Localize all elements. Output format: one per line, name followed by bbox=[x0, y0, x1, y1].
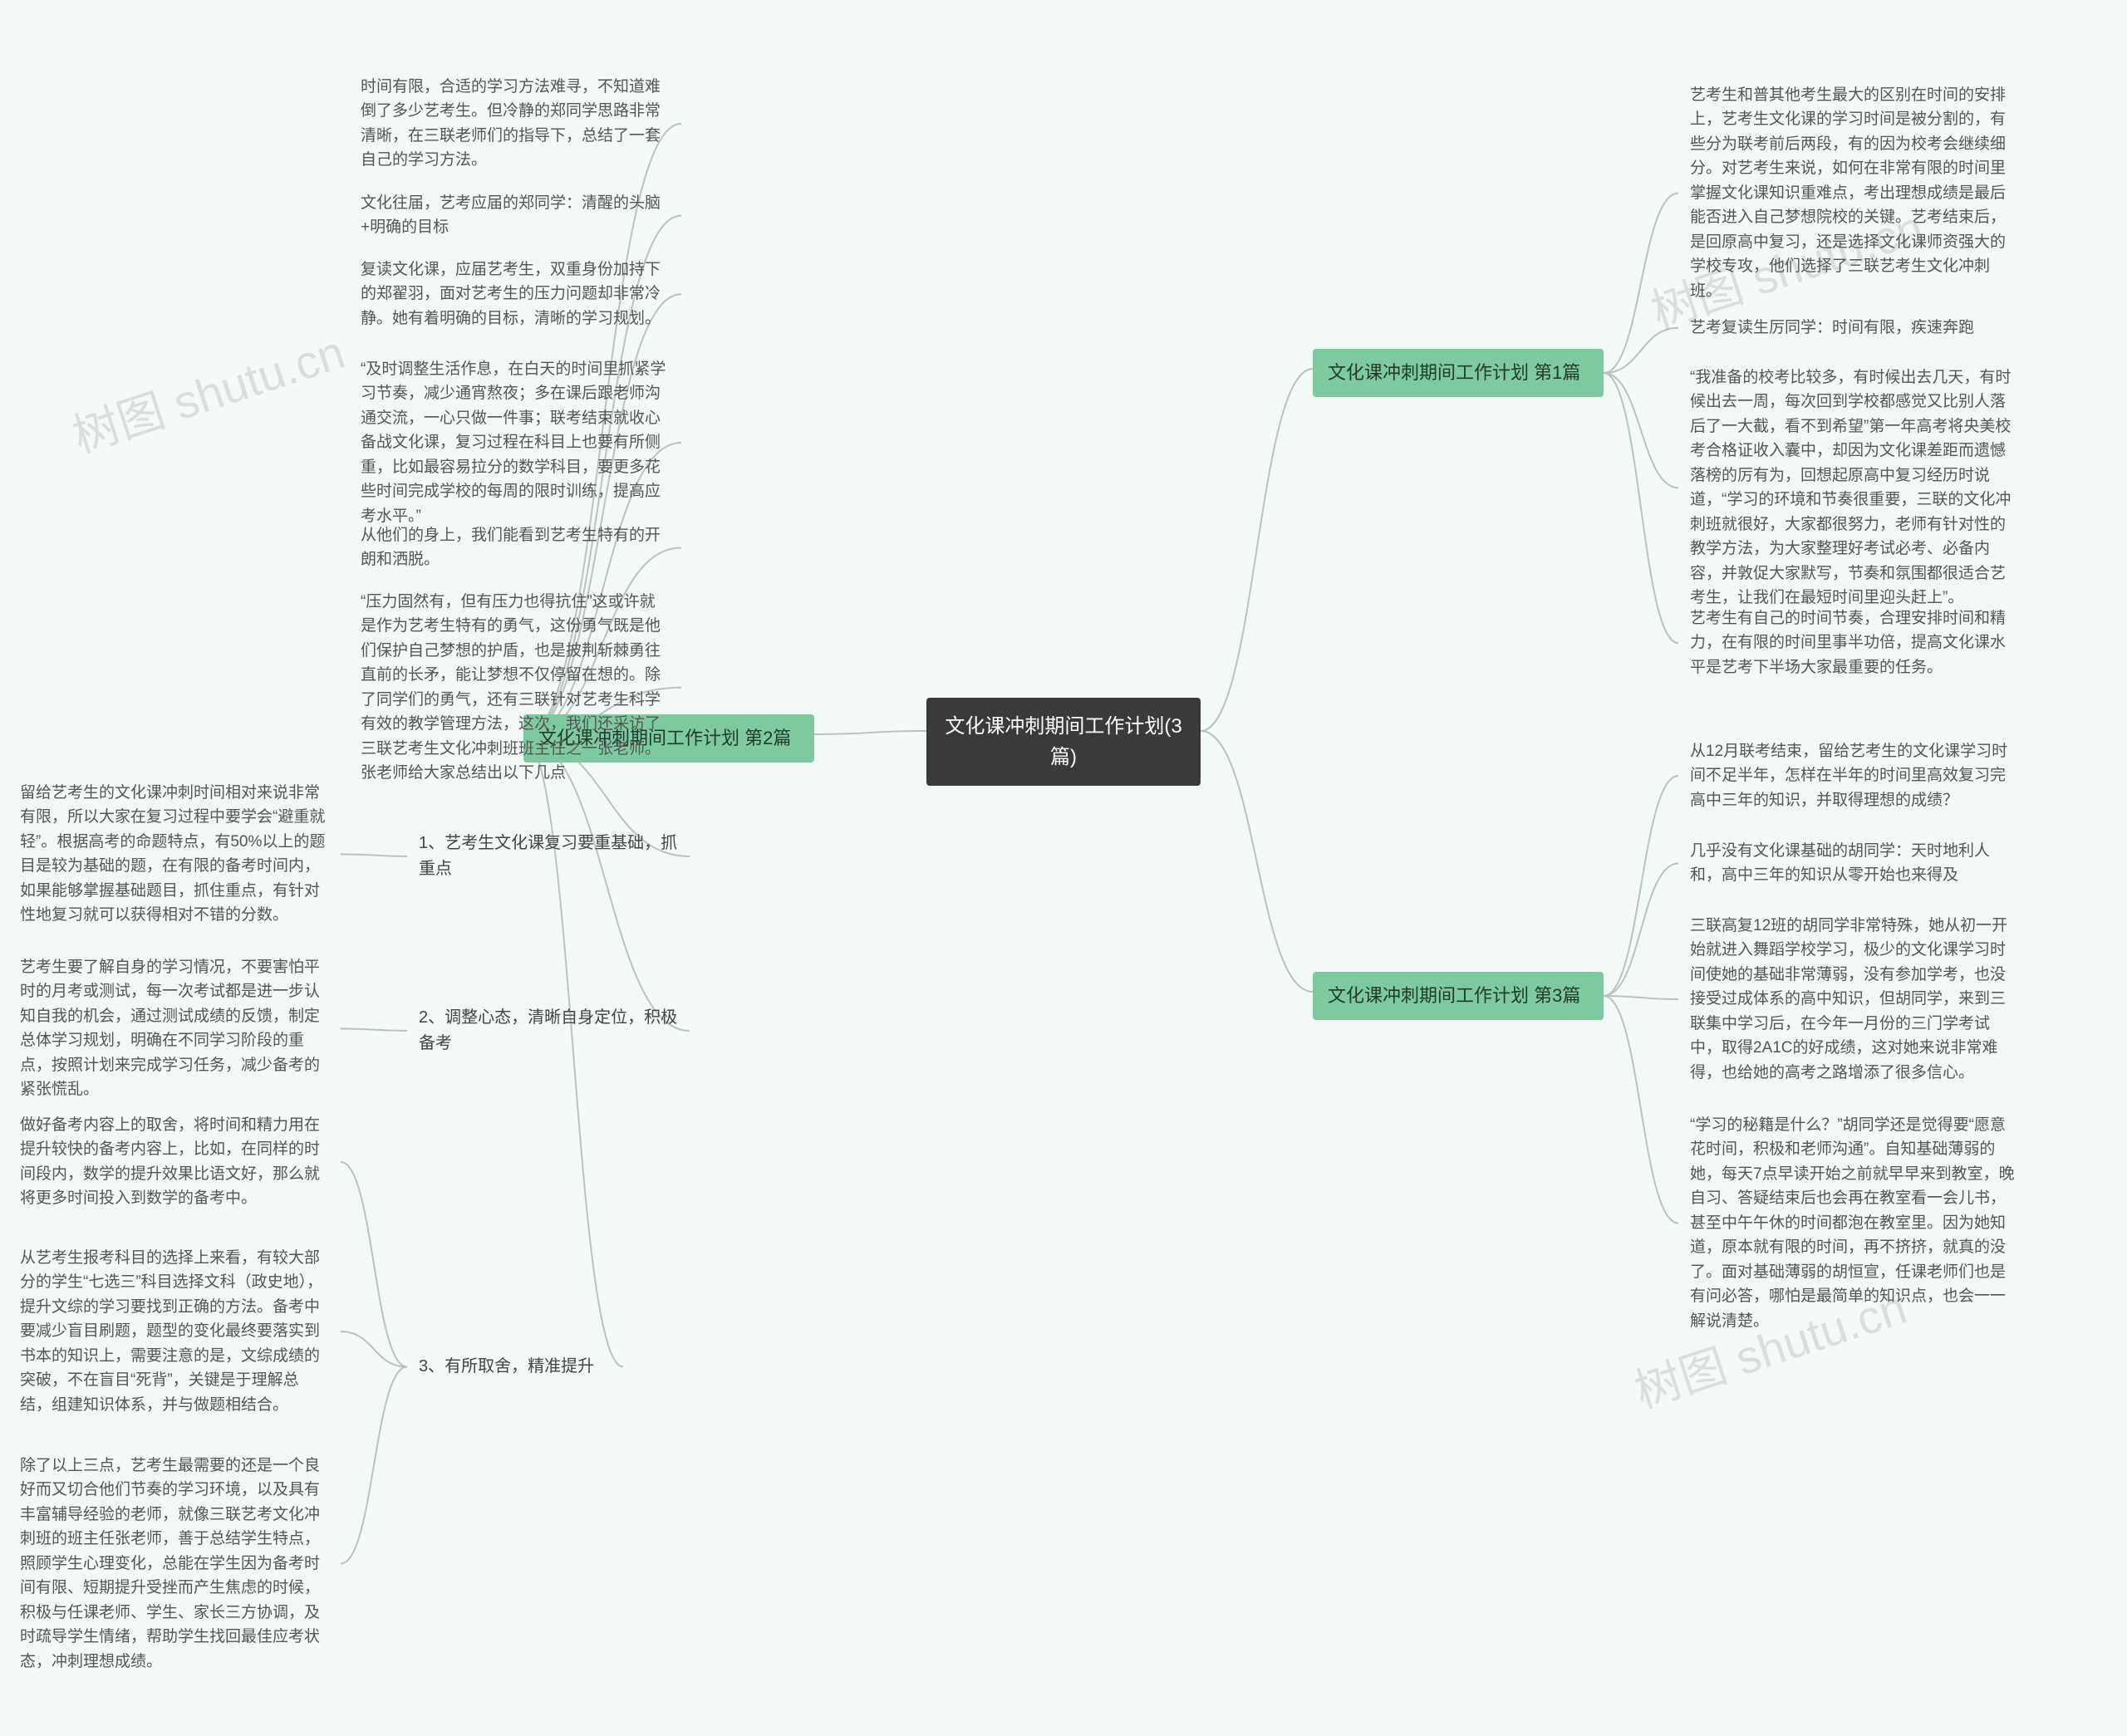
leaf-node: 除了以上三点，艺考生最需要的还是一个良好而又切合他们节奏的学习环境，以及具有丰富… bbox=[8, 1445, 341, 1682]
leaf-node: “学习的秘籍是什么？”胡同学还是觉得要“愿意花时间，积极和老师沟通”。自知基础薄… bbox=[1678, 1105, 2027, 1341]
leaf-node: 艺考生和普其他考生最大的区别在时间的安排上，艺考生文化课的学习时间是被分割的，有… bbox=[1678, 75, 2027, 311]
root-label: 文化课冲刺期间工作计划(3篇) bbox=[945, 715, 1181, 768]
node-text: “我准备的校考比较多，有时候出去几天，有时候出去一周，每次回到学校都感觉又比别人… bbox=[1690, 369, 2011, 606]
node-text: 艺考生有自己的时间节奏，合理安排时间和精力，在有限的时间里事半功倍，提高文化课水… bbox=[1690, 610, 2006, 676]
node-text: 艺考生和普其他考生最大的区别在时间的安排上，艺考生文化课的学习时间是被分割的，有… bbox=[1690, 86, 2006, 300]
leaf-node: “我准备的校考比较多，有时候出去几天，有时候出去一周，每次回到学校都感觉又比别人… bbox=[1678, 357, 2027, 618]
node-text: 从他们的身上，我们能看到艺考生特有的开朗和洒脱。 bbox=[361, 527, 661, 568]
node-text: 文化往届，艺考应届的郑同学：清醒的头脑+明确的目标 bbox=[361, 194, 661, 236]
node-text: 时间有限，合适的学习方法难寻，不知道难倒了多少艺考生。但冷静的郑同学思路非常清晰… bbox=[361, 78, 661, 169]
node-text: 做好备考内容上的取舍，将时间和精力用在提升较快的备考内容上，比如，在同样的时间段… bbox=[20, 1116, 320, 1207]
leaf-node: “及时调整生活作息，在白天的时间里抓紧学习节奏，减少通宵熬夜；多在课后跟老师沟通… bbox=[349, 349, 681, 537]
leaf-node: 做好备考内容上的取舍，将时间和精力用在提升较快的备考内容上，比如，在同样的时间段… bbox=[8, 1105, 341, 1219]
node-text: 几乎没有文化课基础的胡同学：天时地利人和，高中三年的知识从零开始也来得及 bbox=[1690, 842, 1990, 884]
node-text: “学习的秘籍是什么？”胡同学还是觉得要“愿意花时间，积极和老师沟通”。自知基础薄… bbox=[1690, 1116, 2015, 1330]
node-text: 复读文化课，应届艺考生，双重身份加持下的郑翟羽，面对艺考生的压力问题却非常冷静。… bbox=[361, 261, 661, 327]
leaf-node: 从他们的身上，我们能看到艺考生特有的开朗和洒脱。 bbox=[349, 515, 681, 581]
leaf-node: 复读文化课，应届艺考生，双重身份加持下的郑翟羽，面对艺考生的压力问题却非常冷静。… bbox=[349, 249, 681, 339]
node-text: 除了以上三点，艺考生最需要的还是一个良好而又切合他们节奏的学习环境，以及具有丰富… bbox=[20, 1457, 320, 1670]
node-text: 艺考生要了解自身的学习情况，不要害怕平时的月考或测试，每一次考试都是进一步认知自… bbox=[20, 959, 320, 1098]
node-text: 三联高复12班的胡同学非常特殊，她从初一开始就进入舞蹈学校学习，极少的文化课学习… bbox=[1690, 917, 2007, 1081]
node-text: 留给艺考生的文化课冲刺时间相对来说非常有限，所以大家在复习过程中要学会“避重就轻… bbox=[20, 784, 325, 924]
root-node[interactable]: 文化课冲刺期间工作计划(3篇) bbox=[926, 698, 1201, 786]
branch-label: 文化课冲刺期间工作计划 第1篇 bbox=[1328, 362, 1580, 383]
leaf-node: 时间有限，合适的学习方法难寻，不知道难倒了多少艺考生。但冷静的郑同学思路非常清晰… bbox=[349, 66, 681, 181]
node-text: 2、调整心态，清晰自身定位，积极备考 bbox=[419, 1008, 677, 1052]
leaf-node: 艺考复读生厉同学：时间有限，疾速奔跑 bbox=[1678, 307, 2027, 348]
leaf-node: 从艺考生报考科目的选择上来看，有较大部分的学生“七选三”科目选择文科（政史地），… bbox=[8, 1238, 341, 1425]
leaf-node: 三联高复12班的胡同学非常特殊，她从初一开始就进入舞蹈学校学习，极少的文化课学习… bbox=[1678, 905, 2027, 1093]
branch-node[interactable]: 文化课冲刺期间工作计划 第1篇 bbox=[1313, 349, 1604, 397]
leaf-node: 艺考生要了解自身的学习情况，不要害怕平时的月考或测试，每一次考试都是进一步认知自… bbox=[8, 947, 341, 1111]
leaf-node: “压力固然有，但有压力也得抗住”这或许就是作为艺考生特有的勇气，这份勇气既是他们… bbox=[349, 581, 681, 794]
node-text: “压力固然有，但有压力也得抗住”这或许就是作为艺考生特有的勇气，这份勇气既是他们… bbox=[361, 593, 661, 782]
subheading-node[interactable]: 2、调整心态，清晰自身定位，积极备考 bbox=[407, 997, 690, 1065]
subheading-node[interactable]: 1、艺考生文化课复习要重基础，抓重点 bbox=[407, 822, 690, 890]
node-text: 3、有所取舍，精准提升 bbox=[419, 1357, 594, 1376]
leaf-node: 从12月联考结束，留给艺考生的文化课学习时间不足半年，怎样在半年的时间里高效复习… bbox=[1678, 731, 2027, 821]
leaf-node: 文化往届，艺考应届的郑同学：清醒的头脑+明确的目标 bbox=[349, 183, 681, 248]
branch-node[interactable]: 文化课冲刺期间工作计划 第3篇 bbox=[1313, 972, 1604, 1020]
branch-label: 文化课冲刺期间工作计划 第3篇 bbox=[1328, 985, 1580, 1006]
leaf-node: 艺考生有自己的时间节奏，合理安排时间和精力，在有限的时间里事半功倍，提高文化课水… bbox=[1678, 598, 2027, 688]
node-text: 从艺考生报考科目的选择上来看，有较大部分的学生“七选三”科目选择文科（政史地），… bbox=[20, 1249, 322, 1414]
node-text: 从12月联考结束，留给艺考生的文化课学习时间不足半年，怎样在半年的时间里高效复习… bbox=[1690, 743, 2007, 809]
subheading-node[interactable]: 3、有所取舍，精准提升 bbox=[407, 1346, 623, 1388]
node-text: 1、艺考生文化课复习要重基础，抓重点 bbox=[419, 834, 677, 878]
node-text: “及时调整生活作息，在白天的时间里抓紧学习节奏，减少通宵熬夜；多在课后跟老师沟通… bbox=[361, 360, 666, 525]
leaf-node: 留给艺考生的文化课冲刺时间相对来说非常有限，所以大家在复习过程中要学会“避重就轻… bbox=[8, 772, 341, 936]
node-text: 艺考复读生厉同学：时间有限，疾速奔跑 bbox=[1690, 319, 1974, 336]
leaf-node: 几乎没有文化课基础的胡同学：天时地利人和，高中三年的知识从零开始也来得及 bbox=[1678, 831, 2027, 896]
